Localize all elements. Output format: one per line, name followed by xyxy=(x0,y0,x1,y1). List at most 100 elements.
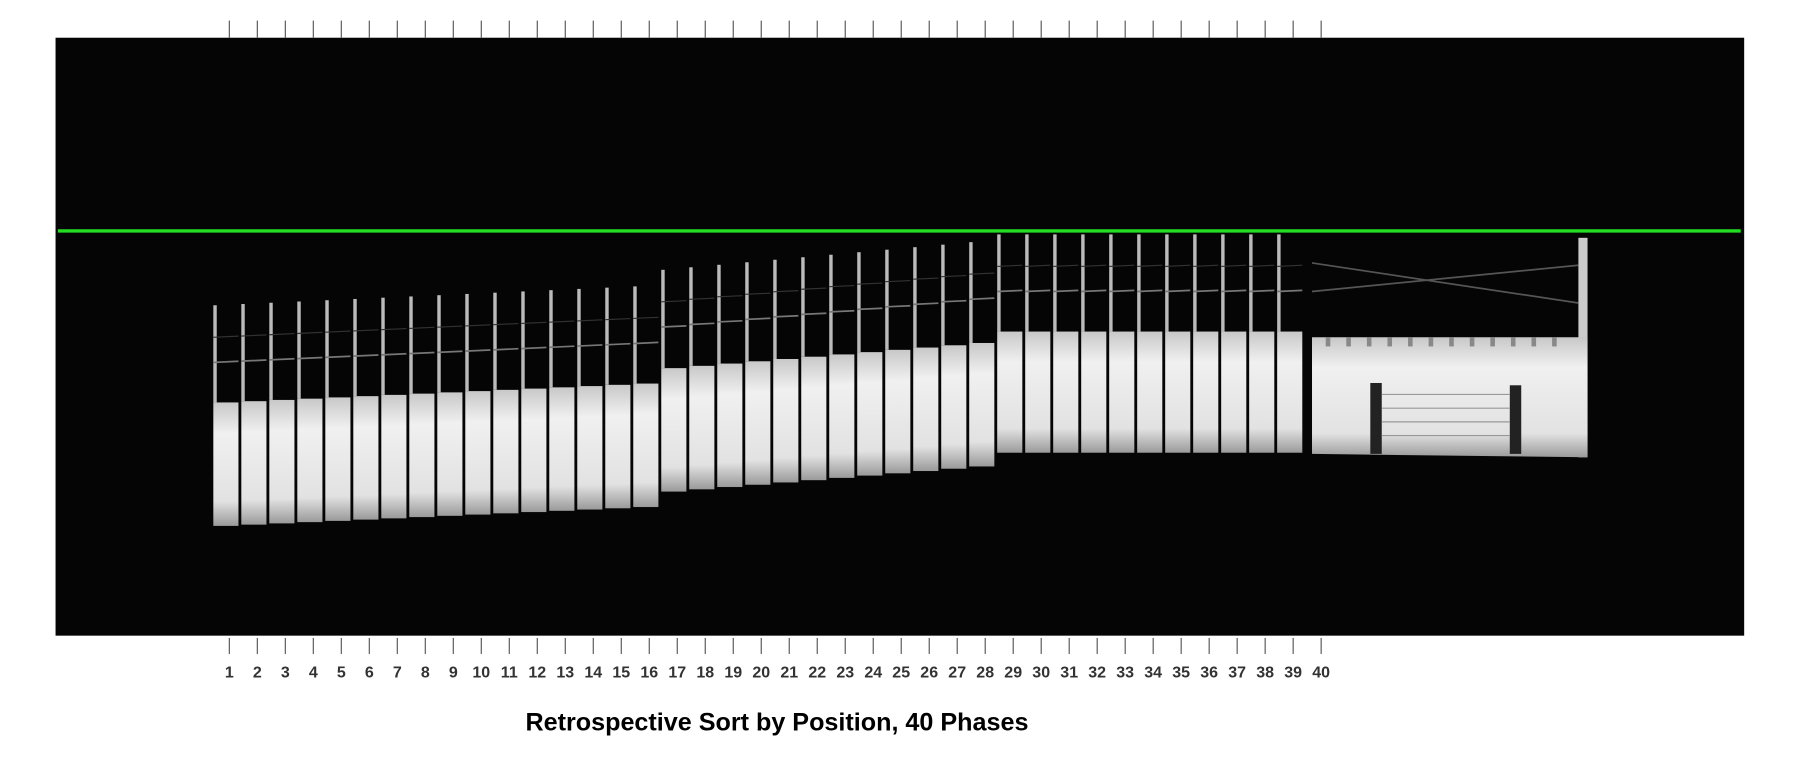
phase-label: 13 xyxy=(556,665,574,682)
strip-wall xyxy=(1193,234,1197,332)
phase-label: 31 xyxy=(1060,665,1078,682)
strip-bright xyxy=(493,389,519,514)
strip-bright xyxy=(577,386,603,510)
strip-wall xyxy=(493,292,497,390)
strip-bright xyxy=(661,368,687,492)
phase-label: 14 xyxy=(584,665,602,682)
strip-wire xyxy=(1165,289,1191,293)
strip-wire xyxy=(913,277,939,280)
phase-label: 3 xyxy=(281,665,290,682)
phase-label: 9 xyxy=(449,665,458,682)
strip-wall xyxy=(1221,234,1225,332)
phase-label: 6 xyxy=(365,665,374,682)
strips xyxy=(213,234,1588,526)
strip-wall xyxy=(885,249,889,350)
strip-wire xyxy=(241,334,267,337)
phase-label: 25 xyxy=(892,665,910,682)
phase-label: 8 xyxy=(421,665,430,682)
phase-label: 32 xyxy=(1088,665,1106,682)
strip-wire xyxy=(325,355,351,359)
phase-label: 4 xyxy=(309,665,318,682)
end-tooth xyxy=(1387,337,1393,347)
strip-wire xyxy=(465,324,491,327)
strip-wall xyxy=(717,264,721,364)
strip-wire xyxy=(801,287,827,290)
strip-wire xyxy=(773,290,799,293)
strip-wire xyxy=(241,359,267,363)
strip-wire xyxy=(1025,264,1051,267)
strip-wall xyxy=(437,295,441,393)
strip-bright xyxy=(605,384,631,509)
phase-label: 27 xyxy=(948,665,966,682)
strip-wall xyxy=(381,297,385,395)
phase-label: 12 xyxy=(528,665,546,682)
strip-bright xyxy=(1109,331,1135,453)
strip-wire xyxy=(1277,264,1303,267)
strip-wire xyxy=(633,341,659,345)
strip-wire xyxy=(521,321,547,325)
phase-label: 10 xyxy=(472,665,490,682)
strip-wire xyxy=(1137,289,1163,293)
end-tooth xyxy=(1552,337,1557,347)
strip-wire xyxy=(353,354,379,357)
strip-wall xyxy=(1165,234,1169,332)
strip-wire xyxy=(269,357,295,361)
end-rod xyxy=(1509,385,1522,454)
end-bright xyxy=(1312,337,1588,458)
strip-wall xyxy=(997,234,1001,332)
strip-wire xyxy=(969,297,995,301)
strip-wall xyxy=(465,293,469,392)
strip-wire xyxy=(1249,264,1275,267)
ticks: 1 2 3 4 5 6 7 8 9 10 11 12 13 14 15 16 17 18 19 20 21 22 23 24 2… xyxy=(225,20,1330,682)
strip-wire xyxy=(1249,289,1275,293)
strip-wall xyxy=(941,244,945,346)
strip-wall xyxy=(297,301,301,399)
strip-wall xyxy=(241,303,245,402)
strip-wire xyxy=(1193,264,1219,267)
strip-wall xyxy=(689,267,693,366)
strip-wire xyxy=(773,314,799,318)
end-tooth xyxy=(1428,337,1434,347)
strip-wall xyxy=(521,291,525,389)
strip-wire xyxy=(717,319,743,323)
end-tooth xyxy=(1510,337,1516,347)
phase-label: 15 xyxy=(612,665,630,682)
strip-wall xyxy=(829,254,833,355)
strip-wall xyxy=(1109,234,1113,332)
strip-wire xyxy=(381,352,407,356)
phase-label: 28 xyxy=(976,665,994,682)
strip-bright xyxy=(549,387,575,511)
strip-wire xyxy=(829,285,855,288)
strip-wire xyxy=(1109,289,1135,293)
strip-wire xyxy=(885,304,911,308)
strip-wire xyxy=(409,326,435,330)
strip-bright xyxy=(801,356,827,481)
strip-wire xyxy=(1277,289,1303,293)
strip-bright xyxy=(1249,331,1275,453)
strip-wall xyxy=(549,290,553,388)
strip-wire xyxy=(689,297,715,300)
phase-label: 29 xyxy=(1004,665,1022,682)
image-panel xyxy=(55,37,1745,636)
phase-label: 37 xyxy=(1228,665,1246,682)
strip-wire xyxy=(633,316,659,319)
strip-wire xyxy=(409,351,435,355)
strip-bright xyxy=(381,394,407,519)
end-rod xyxy=(1370,382,1382,454)
strip-wire xyxy=(493,347,519,351)
strip-wall xyxy=(745,262,749,362)
strip-bright xyxy=(325,397,351,521)
phase-label: 38 xyxy=(1256,665,1274,682)
end-tooth xyxy=(1408,337,1413,347)
strip-wire xyxy=(437,350,463,354)
strip-wire xyxy=(1165,264,1191,267)
strip-wall xyxy=(1053,234,1057,332)
phase-label: 23 xyxy=(836,665,854,682)
strip-wire xyxy=(689,322,715,326)
strip-wall xyxy=(801,257,805,357)
phase-label: 2 xyxy=(253,665,262,682)
strip-wire xyxy=(997,264,1023,267)
strip-wire xyxy=(941,299,967,303)
end-tooth xyxy=(1469,337,1475,347)
